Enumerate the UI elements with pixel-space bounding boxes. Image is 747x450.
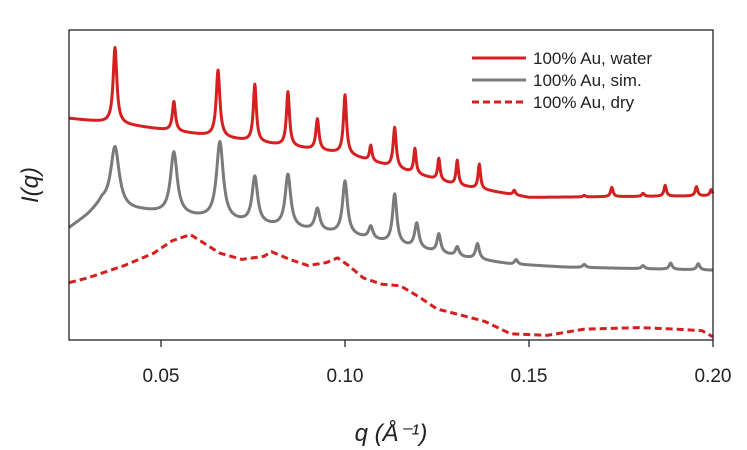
plot-frame [68,29,714,341]
x-axis-ticks: 0.05 0.10 0.15 0.20 [143,340,732,387]
y-axis-label: I(q) [17,167,44,203]
series-line-1 [67,45,715,199]
x-tick-label: 0.05 [143,366,180,387]
legend-label: 100% Au, dry [533,93,635,112]
series-line-2 [67,139,715,272]
x-tick-label: 0.20 [695,366,732,387]
legend-label: 100% Au, sim. [533,71,642,90]
legend: 100% Au, water 100% Au, sim. 100% Au, dry [472,49,652,112]
x-tick-label: 0.10 [327,366,364,387]
legend-label: 100% Au, water [533,49,652,68]
x-axis-label: q (Å⁻¹) [355,419,428,447]
data-curves [67,45,715,339]
x-tick-label: 0.15 [511,366,548,387]
series-line-3 [67,233,715,339]
